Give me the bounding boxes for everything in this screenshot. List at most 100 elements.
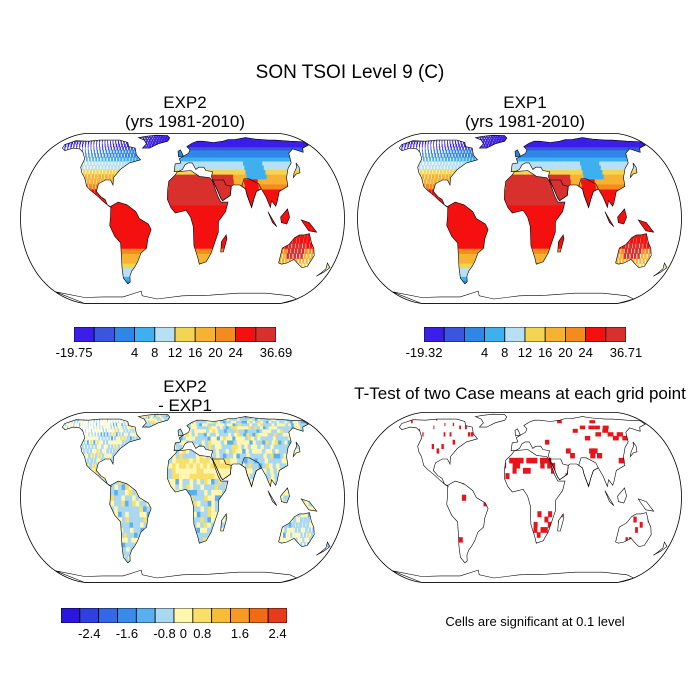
grid-cell <box>545 272 549 277</box>
grid-cell <box>549 263 554 269</box>
grid-cell <box>623 232 627 239</box>
grid-cell <box>272 156 279 162</box>
grid-cell <box>590 199 596 206</box>
grid-cell <box>194 153 199 158</box>
grid-cell <box>424 242 430 249</box>
grid-cell <box>125 237 130 244</box>
grid-cell <box>582 267 586 273</box>
grid-cell <box>216 178 222 185</box>
grid-cell <box>83 276 90 281</box>
grid-cell <box>438 242 443 249</box>
grid-cell <box>244 135 250 137</box>
grid-cell <box>315 221 320 228</box>
grid-cell <box>638 267 641 273</box>
grid-cell <box>641 221 646 228</box>
grid-cell <box>87 146 89 151</box>
grid-cell <box>455 232 460 239</box>
grid-cell <box>115 139 116 142</box>
grid-cell <box>394 205 398 211</box>
grid-cell <box>519 242 524 249</box>
grid-cell <box>223 160 229 166</box>
grid-cell <box>238 141 245 145</box>
grid-cell <box>62 226 65 233</box>
panel-title-exp2-years: (yrs 1981-2010) <box>124 112 245 131</box>
grid-cell <box>289 165 296 170</box>
grid-cell <box>321 253 324 259</box>
grid-cell <box>191 149 196 154</box>
grid-cell <box>280 248 284 254</box>
grid-cell <box>172 160 177 166</box>
grid-cell <box>141 149 144 154</box>
grid-cell <box>483 215 488 222</box>
grid-cell <box>70 188 74 195</box>
grid-cell <box>69 242 75 249</box>
grid-cell <box>101 280 108 284</box>
grid-cell <box>573 221 578 228</box>
grid-cell <box>312 248 315 254</box>
grid-cell <box>136 169 140 175</box>
grid-cell <box>203 258 207 264</box>
grid-cell <box>201 156 206 162</box>
grid-cell <box>536 267 540 273</box>
grid-cell <box>228 272 231 277</box>
grid-cell <box>512 221 517 228</box>
grid-cell <box>273 263 276 269</box>
grid-cell <box>415 226 420 233</box>
grid-cell <box>559 263 564 269</box>
grid-cell <box>380 232 385 238</box>
grid-cell <box>658 199 664 206</box>
grid-cell <box>193 199 198 206</box>
grid-cell <box>406 242 412 249</box>
grid-cell <box>35 179 37 185</box>
grid-cell <box>127 183 131 190</box>
grid-cell <box>252 283 255 284</box>
grid-cell <box>229 174 235 180</box>
grid-cell <box>452 276 458 281</box>
grid-cell <box>221 188 226 195</box>
grid-cell <box>416 237 422 244</box>
grid-cell <box>189 215 194 222</box>
grid-cell <box>562 283 565 284</box>
grid-cell <box>372 210 376 216</box>
grid-cell <box>598 221 603 228</box>
grid-cell <box>113 143 115 148</box>
grid-cell <box>171 204 176 211</box>
grid-cell <box>407 283 414 284</box>
grid-cell <box>587 272 591 277</box>
grid-cell <box>523 232 528 239</box>
grid-cell <box>477 283 482 284</box>
grid-cell <box>467 253 473 259</box>
grid-cell <box>243 283 246 284</box>
grid-cell <box>380 272 387 277</box>
grid-cell <box>207 232 212 239</box>
grid-cell <box>299 242 303 249</box>
grid-cell <box>192 178 197 185</box>
panel-title-diff-name: EXP2 <box>163 377 207 396</box>
grid-cell <box>242 242 247 249</box>
grid-cell <box>171 221 176 228</box>
grid-cell <box>65 165 68 170</box>
grid-cell <box>473 267 478 273</box>
grid-cell <box>218 221 223 228</box>
grid-cell <box>200 188 205 195</box>
grid-cell <box>182 174 187 180</box>
grid-cell <box>172 137 176 140</box>
grid-cell <box>597 242 601 249</box>
grid-cell <box>261 210 266 217</box>
grid-cell <box>391 205 395 211</box>
grid-cell <box>539 272 543 277</box>
grid-cell <box>204 156 209 162</box>
grid-cell <box>297 204 302 211</box>
grid-cell <box>515 237 521 244</box>
grid-cell <box>52 161 53 166</box>
grid-cell <box>445 248 451 254</box>
grid-cell <box>556 263 560 269</box>
grid-cell <box>459 237 464 244</box>
grid-cell <box>537 221 542 228</box>
grid-cell <box>410 248 417 254</box>
grid-cell <box>179 263 184 269</box>
grid-cell <box>313 174 320 180</box>
grid-cell <box>179 276 184 281</box>
grid-cell <box>146 165 150 170</box>
grid-cell <box>638 248 642 254</box>
